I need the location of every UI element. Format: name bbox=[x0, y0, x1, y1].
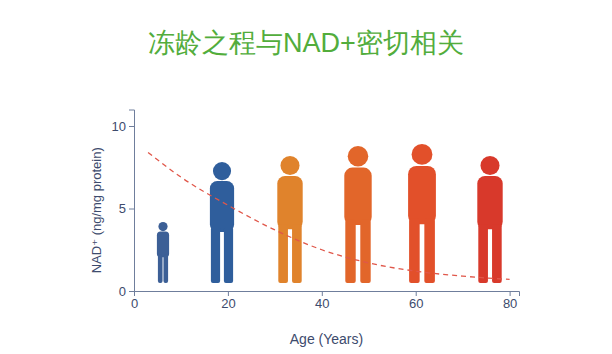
nad-line bbox=[148, 152, 510, 279]
chart: 冻龄之程与NAD+密切相关 0 20 40 60 80 0 5 10 Age (Years) NAD… bbox=[0, 0, 612, 354]
person-leg bbox=[409, 219, 420, 283]
person-head bbox=[213, 162, 231, 180]
person-leg bbox=[158, 255, 163, 283]
axis-line bbox=[129, 110, 135, 292]
tick-label: 0 bbox=[131, 296, 138, 311]
tick: 80 bbox=[503, 291, 517, 311]
tick-mark bbox=[129, 291, 134, 292]
person-leg bbox=[345, 220, 355, 283]
person-leg bbox=[224, 227, 233, 283]
person-head bbox=[412, 144, 433, 165]
person-leg bbox=[492, 224, 502, 283]
tick-label: 0 bbox=[119, 284, 126, 299]
tick: 0 bbox=[131, 291, 138, 311]
tick-mark bbox=[129, 126, 134, 127]
tick-label: 5 bbox=[119, 201, 126, 216]
plot-area bbox=[148, 152, 510, 279]
tick-label: 80 bbox=[503, 296, 517, 311]
person-body bbox=[477, 176, 502, 229]
person-leg bbox=[478, 224, 488, 283]
tick-label: 10 bbox=[112, 119, 126, 134]
person-leg bbox=[211, 227, 220, 283]
silhouettes bbox=[157, 144, 503, 283]
person-head bbox=[280, 156, 299, 175]
tick: 20 bbox=[221, 291, 235, 311]
tick: 40 bbox=[315, 291, 329, 311]
tick-label: 60 bbox=[409, 296, 423, 311]
person-body bbox=[277, 176, 302, 229]
tick: 10 bbox=[112, 119, 134, 134]
person bbox=[277, 156, 302, 283]
x-axis: 0 20 40 60 80 bbox=[131, 291, 520, 311]
x-axis-title: Age (Years) bbox=[290, 331, 363, 347]
person-leg bbox=[360, 220, 370, 283]
tick: 60 bbox=[409, 291, 423, 311]
person-body bbox=[344, 168, 371, 226]
y-axis: 0 5 10 bbox=[112, 110, 135, 299]
tick: 5 bbox=[119, 201, 134, 216]
person-body bbox=[157, 232, 169, 258]
person-leg bbox=[278, 224, 288, 283]
person-head bbox=[480, 156, 499, 175]
tick-label: 20 bbox=[221, 296, 235, 311]
person-leg bbox=[292, 224, 302, 283]
person-body bbox=[210, 181, 234, 232]
person-leg bbox=[163, 255, 168, 283]
person bbox=[157, 222, 169, 283]
tick: 0 bbox=[119, 284, 134, 299]
person-head bbox=[348, 146, 369, 167]
tick-label: 40 bbox=[315, 296, 329, 311]
person bbox=[408, 144, 436, 283]
person-body bbox=[408, 166, 436, 224]
title: 冻龄之程与NAD+密切相关 bbox=[148, 28, 464, 58]
person-head bbox=[158, 222, 167, 231]
person bbox=[210, 162, 234, 283]
person bbox=[477, 156, 502, 283]
tick-mark bbox=[129, 209, 134, 210]
y-axis-title: NAD⁺ (ng/mg protein) bbox=[89, 147, 104, 273]
